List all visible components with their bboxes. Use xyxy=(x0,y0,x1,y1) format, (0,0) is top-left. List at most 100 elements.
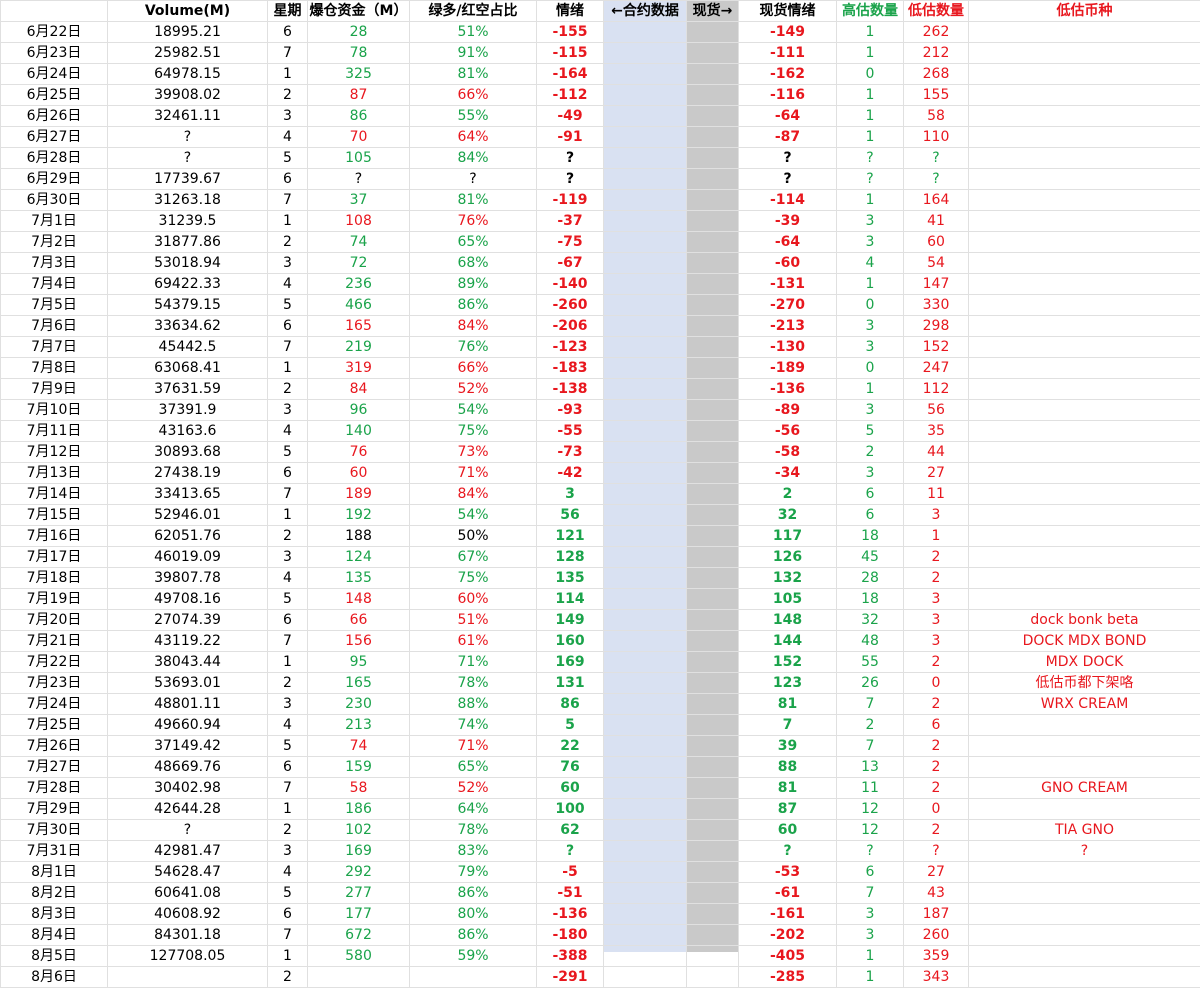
cell-ratio[interactable]: 54% xyxy=(410,505,537,526)
cell-date[interactable]: 7月16日 xyxy=(1,526,108,547)
cell-overvalued[interactable]: 1 xyxy=(837,85,904,106)
cell-sentiment[interactable]: -75 xyxy=(537,232,604,253)
cell-weekday[interactable]: 1 xyxy=(268,358,308,379)
cell-spot[interactable] xyxy=(687,610,739,631)
cell-spot-sentiment[interactable]: -39 xyxy=(739,211,837,232)
cell-overvalued[interactable]: 3 xyxy=(837,925,904,946)
cell-undervalued[interactable]: 54 xyxy=(904,253,969,274)
cell-undervalued[interactable]: 330 xyxy=(904,295,969,316)
cell-spot-sentiment[interactable]: -34 xyxy=(739,463,837,484)
cell-ratio[interactable]: 65% xyxy=(410,232,537,253)
cell-undervalued-coins[interactable] xyxy=(969,757,1200,778)
cell-weekday[interactable]: 2 xyxy=(268,379,308,400)
cell-spot[interactable] xyxy=(687,253,739,274)
cell-contract[interactable] xyxy=(604,316,687,337)
cell-sentiment[interactable]: 121 xyxy=(537,526,604,547)
cell-spot-sentiment[interactable]: -60 xyxy=(739,253,837,274)
cell-volume[interactable]: 33413.65 xyxy=(108,484,268,505)
cell-overvalued[interactable]: 1 xyxy=(837,379,904,400)
cell-undervalued[interactable]: 343 xyxy=(904,967,969,988)
cell-volume[interactable]: 64978.15 xyxy=(108,64,268,85)
cell-sentiment[interactable]: -93 xyxy=(537,400,604,421)
cell-volume[interactable]: 27438.19 xyxy=(108,463,268,484)
cell-ratio[interactable]: 71% xyxy=(410,652,537,673)
cell-undervalued-coins[interactable]: TIA GNO xyxy=(969,820,1200,841)
cell-liquidation[interactable]: 230 xyxy=(308,694,410,715)
cell-overvalued[interactable]: 1 xyxy=(837,946,904,967)
cell-undervalued[interactable]: 164 xyxy=(904,190,969,211)
cell-date[interactable]: 6月29日 xyxy=(1,169,108,190)
cell-volume[interactable]: 37391.9 xyxy=(108,400,268,421)
cell-undervalued[interactable]: 56 xyxy=(904,400,969,421)
cell-sentiment[interactable]: ? xyxy=(537,841,604,862)
cell-liquidation[interactable]: 580 xyxy=(308,946,410,967)
cell-contract[interactable] xyxy=(604,274,687,295)
cell-ratio[interactable]: 64% xyxy=(410,799,537,820)
cell-undervalued-coins[interactable] xyxy=(969,799,1200,820)
cell-liquidation[interactable]: 213 xyxy=(308,715,410,736)
cell-overvalued[interactable]: 3 xyxy=(837,316,904,337)
cell-overvalued[interactable]: ? xyxy=(837,169,904,190)
cell-sentiment[interactable]: -115 xyxy=(537,43,604,64)
cell-overvalued[interactable]: 12 xyxy=(837,820,904,841)
cell-sentiment[interactable]: 100 xyxy=(537,799,604,820)
cell-liquidation[interactable]: 292 xyxy=(308,862,410,883)
cell-ratio[interactable]: 84% xyxy=(410,316,537,337)
cell-overvalued[interactable]: 48 xyxy=(837,631,904,652)
cell-ratio[interactable]: 51% xyxy=(410,22,537,43)
cell-undervalued-coins[interactable] xyxy=(969,316,1200,337)
cell-liquidation[interactable]: 84 xyxy=(308,379,410,400)
cell-liquidation[interactable]: 28 xyxy=(308,22,410,43)
cell-sentiment[interactable]: -51 xyxy=(537,883,604,904)
cell-ratio[interactable]: 71% xyxy=(410,463,537,484)
cell-sentiment[interactable]: -112 xyxy=(537,85,604,106)
cell-liquidation[interactable]: 159 xyxy=(308,757,410,778)
cell-volume[interactable]: 60641.08 xyxy=(108,883,268,904)
cell-ratio[interactable]: 89% xyxy=(410,274,537,295)
cell-undervalued[interactable]: 6 xyxy=(904,715,969,736)
header-spot[interactable]: 现货→ xyxy=(687,1,739,22)
cell-ratio[interactable]: 61% xyxy=(410,631,537,652)
cell-sentiment[interactable]: 22 xyxy=(537,736,604,757)
cell-overvalued[interactable]: 6 xyxy=(837,505,904,526)
cell-date[interactable]: 7月26日 xyxy=(1,736,108,757)
cell-weekday[interactable]: 7 xyxy=(268,337,308,358)
cell-weekday[interactable]: 7 xyxy=(268,631,308,652)
cell-weekday[interactable]: 5 xyxy=(268,736,308,757)
cell-contract[interactable] xyxy=(604,43,687,64)
cell-ratio[interactable]: 73% xyxy=(410,442,537,463)
cell-overvalued[interactable]: 7 xyxy=(837,694,904,715)
cell-liquidation[interactable]: 188 xyxy=(308,526,410,547)
cell-undervalued[interactable]: 152 xyxy=(904,337,969,358)
cell-date[interactable]: 7月20日 xyxy=(1,610,108,631)
cell-undervalued-coins[interactable] xyxy=(969,190,1200,211)
cell-contract[interactable] xyxy=(604,358,687,379)
cell-contract[interactable] xyxy=(604,253,687,274)
cell-sentiment[interactable]: 3 xyxy=(537,484,604,505)
cell-undervalued-coins[interactable] xyxy=(969,547,1200,568)
cell-volume[interactable]: 31239.5 xyxy=(108,211,268,232)
cell-spot-sentiment[interactable]: -270 xyxy=(739,295,837,316)
cell-liquidation[interactable]: 148 xyxy=(308,589,410,610)
cell-volume[interactable]: ? xyxy=(108,148,268,169)
cell-weekday[interactable]: 6 xyxy=(268,904,308,925)
cell-spot-sentiment[interactable]: -111 xyxy=(739,43,837,64)
cell-spot-sentiment[interactable]: -61 xyxy=(739,883,837,904)
cell-sentiment[interactable]: ? xyxy=(537,148,604,169)
cell-undervalued-coins[interactable] xyxy=(969,421,1200,442)
cell-ratio[interactable]: 67% xyxy=(410,547,537,568)
cell-ratio[interactable]: 76% xyxy=(410,211,537,232)
cell-undervalued-coins[interactable] xyxy=(969,127,1200,148)
cell-spot[interactable] xyxy=(687,148,739,169)
cell-spot[interactable] xyxy=(687,106,739,127)
cell-weekday[interactable]: 1 xyxy=(268,799,308,820)
cell-undervalued[interactable]: 155 xyxy=(904,85,969,106)
cell-ratio[interactable]: 64% xyxy=(410,127,537,148)
header-volume[interactable]: Volume(M) xyxy=(108,1,268,22)
cell-overvalued[interactable]: 0 xyxy=(837,295,904,316)
cell-sentiment[interactable]: 86 xyxy=(537,694,604,715)
cell-ratio[interactable]: 74% xyxy=(410,715,537,736)
cell-spot[interactable] xyxy=(687,673,739,694)
cell-date[interactable]: 7月2日 xyxy=(1,232,108,253)
cell-undervalued[interactable]: 298 xyxy=(904,316,969,337)
